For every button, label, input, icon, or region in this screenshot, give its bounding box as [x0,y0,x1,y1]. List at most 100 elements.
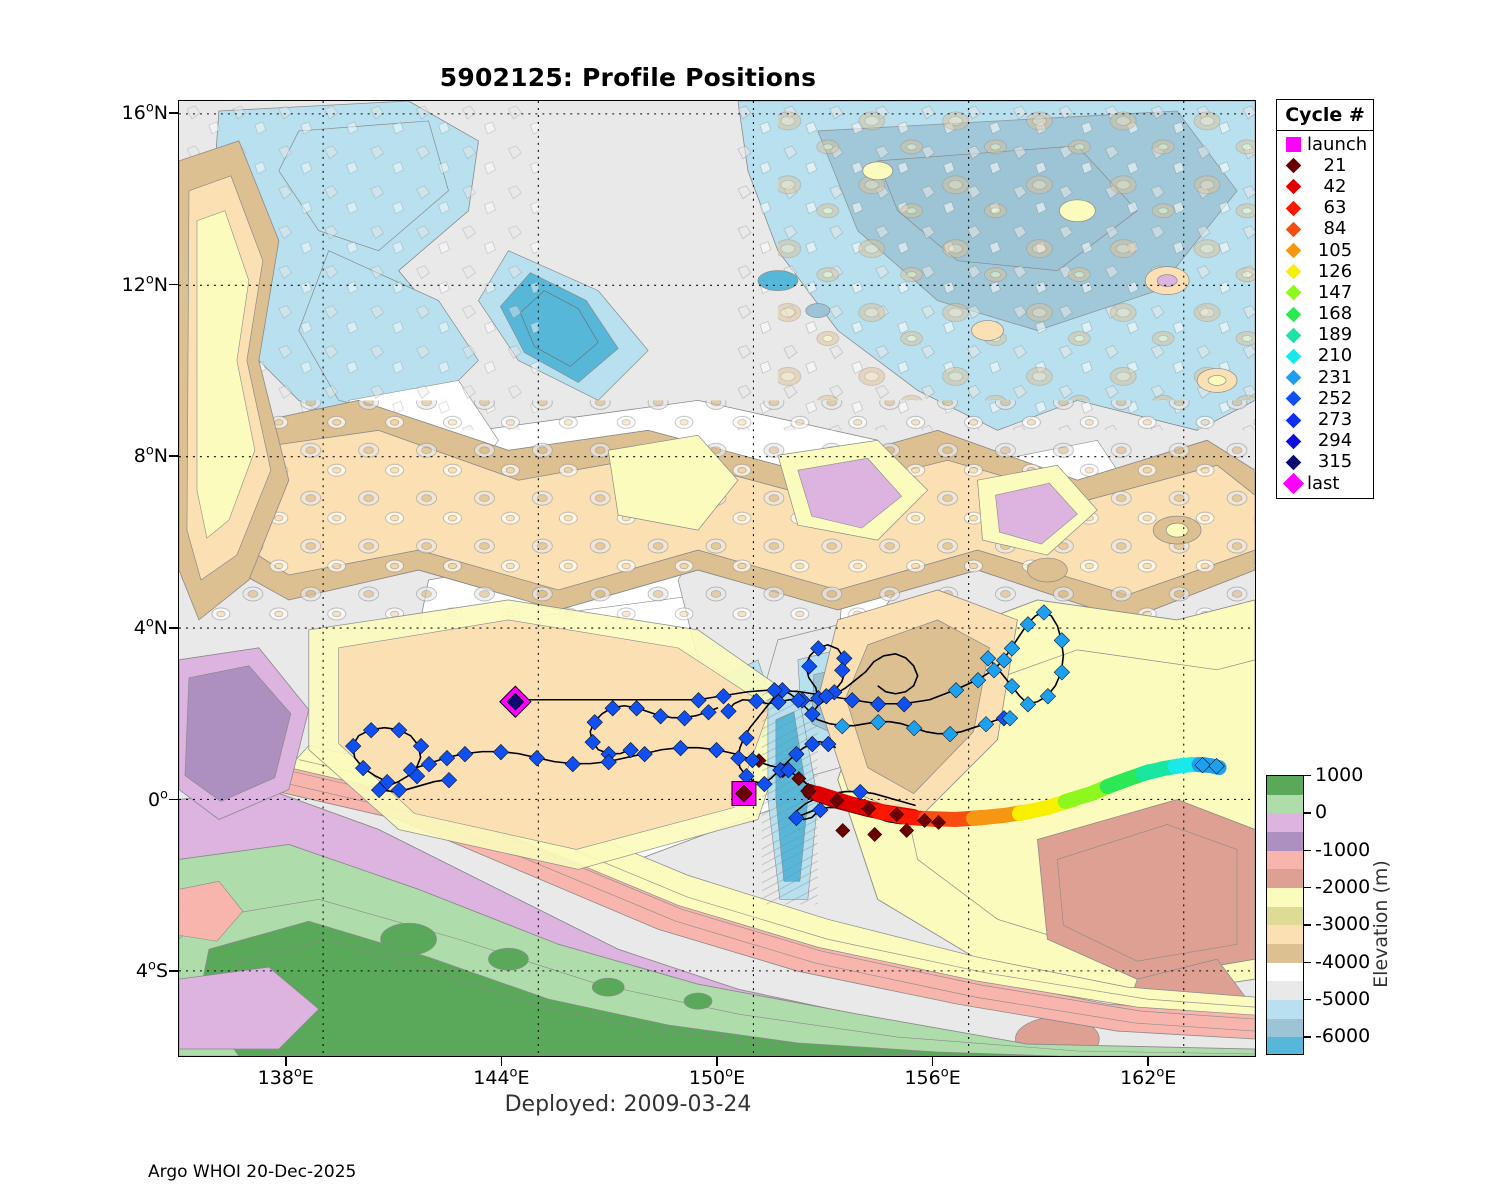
legend-item-84[interactable]: 84 [1277,219,1373,240]
legend-marker-84-icon [1283,221,1303,238]
colorbar-band-9 [1267,943,1303,963]
legend-item-105[interactable]: 105 [1277,240,1373,261]
legend-marker-273-icon [1283,412,1303,428]
colorbar-tick-label-1: 0 [1315,801,1328,824]
legend-item-231[interactable]: 231 [1277,367,1373,388]
legend-marker-42-icon [1283,179,1303,195]
colorbar-tick-label-7: -6000 [1315,1025,1371,1048]
colorbar-tick-mark-6 [1304,999,1311,1001]
y-tick-label-2: 8oN [133,443,168,468]
legend-marker-210-icon [1283,348,1303,365]
colorbar-band-2 [1267,813,1303,832]
colorbar-band-13 [1267,1018,1303,1038]
legend-item-147[interactable]: 147 [1277,282,1373,303]
colorbar-tick-label-2: -1000 [1315,838,1371,861]
colorbar-band-7 [1267,906,1303,926]
y-tick-label-3: 4oN [133,615,168,639]
x-tick-label-4: 162oE [1120,1065,1177,1089]
colorbar-band-10 [1267,962,1303,982]
legend-marker-168-icon [1283,306,1303,322]
colorbar-band-6 [1267,887,1303,907]
legend-item-315[interactable]: 315 [1277,452,1373,473]
elevation-colorbar[interactable] [1266,775,1304,1055]
deployed-date: Deployed: 2009-03-24 [504,1092,752,1117]
colorbar-tick-mark-1 [1304,812,1311,814]
legend-label-last: last [1307,472,1340,494]
colorbar-tick-mark-3 [1304,887,1311,889]
legend-marker-147-icon [1283,285,1303,301]
colorbar-title: Elevation (m) [1370,860,1392,988]
last-marker-glyph [499,685,532,718]
x-tick-label-1: 144oE [473,1065,530,1089]
legend-label-252: 252 [1317,387,1353,409]
colorbar-band-8 [1267,925,1303,944]
y-tick-label-0: 16oN [121,100,168,124]
colorbar-band-4 [1267,850,1303,870]
colorbar-band-3 [1267,831,1303,851]
colorbar-band-0 [1267,776,1303,795]
bathymetry-map [179,101,1255,1056]
legend-item-252[interactable]: 252 [1277,388,1373,409]
legend-marker-21-icon [1283,158,1303,174]
legend-label-273: 273 [1317,409,1353,431]
legend-marker-launch-icon [1283,137,1303,153]
colorbar-band-1 [1267,794,1303,814]
y-tick-mark-0 [169,112,178,114]
legend-item-168[interactable]: 168 [1277,304,1373,325]
x-tick-label-3: 156oE [904,1065,961,1089]
colorbar-tick-mark-4 [1304,924,1311,926]
map-plot-area[interactable] [178,100,1256,1057]
x-tick-mark-4 [1147,1057,1149,1066]
colorbar-tick-mark-2 [1304,849,1311,852]
legend-marker-231-icon [1283,369,1303,386]
legend-item-launch[interactable]: launch [1277,134,1373,155]
colorbar-tick-label-4: -3000 [1315,913,1371,936]
legend-label-launch: launch [1307,133,1368,155]
legend-title: Cycle # [1277,100,1373,131]
colorbar-tick-mark-0 [1304,775,1311,777]
legend-item-42[interactable]: 42 [1277,176,1373,197]
legend-marker-315-icon [1283,454,1303,471]
legend-label-189: 189 [1317,324,1353,346]
legend-label-315: 315 [1317,451,1353,473]
y-tick-label-4: 0o [147,787,168,811]
legend-item-21[interactable]: 21 [1277,155,1373,176]
legend-item-210[interactable]: 210 [1277,346,1373,367]
y-tick-mark-3 [169,627,178,629]
x-tick-label-2: 150oE [688,1065,746,1089]
y-tick-label-5: 4oS [135,958,168,983]
legend-marker-294-icon [1283,433,1303,449]
legend-marker-last-icon [1282,472,1304,495]
legend-item-189[interactable]: 189 [1277,325,1373,346]
x-tick-mark-3 [931,1057,934,1066]
x-tick-mark-2 [716,1057,718,1066]
launch-marker-glyph [731,781,757,807]
y-tick-label-1: 12oN [121,272,168,296]
legend-item-63[interactable]: 63 [1277,198,1373,219]
legend-marker-252-icon [1283,391,1303,407]
legend-items: launch 21 42 63 84 105 126 147 168 189 210 231 252 27… [1277,131,1373,498]
x-tick-mark-0 [285,1057,287,1066]
legend-marker-126-icon [1283,263,1303,280]
y-tick-mark-4 [169,798,178,801]
legend-item-126[interactable]: 126 [1277,261,1373,282]
colorbar-tick-label-5: -4000 [1315,950,1371,973]
x-tick-mark-1 [500,1057,503,1066]
page-title: 5902125: Profile Positions [439,63,817,92]
legend-label-210: 210 [1317,345,1353,367]
colorbar-tick-label-0: 1000 [1315,764,1364,786]
legend-item-294[interactable]: 294 [1277,431,1373,452]
legend-label-42: 42 [1323,175,1347,197]
legend-item-273[interactable]: 273 [1277,409,1373,430]
cycle-legend[interactable]: Cycle # launch 21 42 63 84 105 126 147 168 189 210… [1276,99,1374,500]
y-tick-mark-5 [169,970,178,972]
legend-label-147: 147 [1317,281,1353,303]
legend-label-63: 63 [1323,197,1347,219]
legend-label-294: 294 [1317,430,1353,452]
legend-item-last[interactable]: last [1277,472,1373,495]
colorbar-band-12 [1267,999,1303,1019]
legend-label-84: 84 [1323,218,1347,240]
colorbar-band-5 [1267,869,1303,888]
x-tick-label-0: 138oE [257,1065,314,1089]
credit-text: Argo WHOI 20-Dec-2025 [148,1162,357,1182]
